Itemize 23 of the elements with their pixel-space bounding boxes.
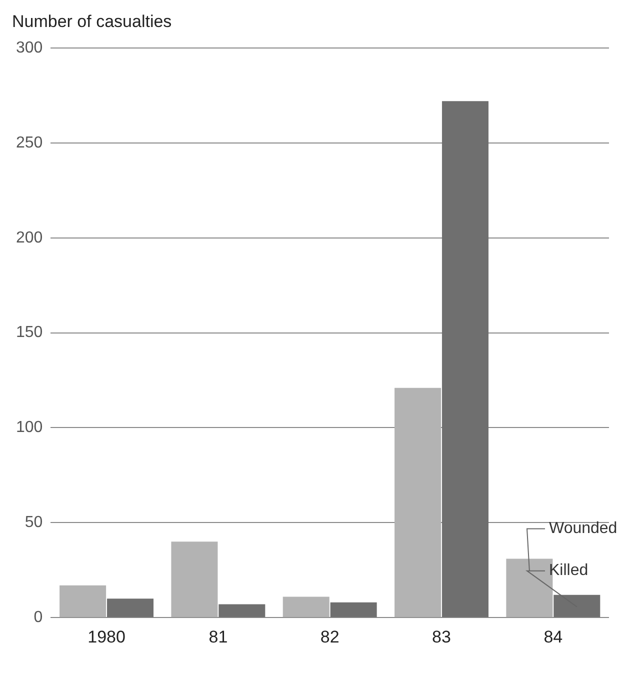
- bar: [171, 542, 218, 618]
- series-label: Wounded: [549, 520, 618, 538]
- y-tick-label: 50: [24, 514, 43, 532]
- y-tick-label: 200: [16, 229, 43, 246]
- y-tick-label: 250: [16, 134, 43, 152]
- x-tick-label: 81: [208, 627, 228, 646]
- y-tick-label: 150: [16, 324, 43, 342]
- x-tick-label: 82: [320, 627, 340, 646]
- bar: [394, 388, 442, 618]
- x-tick-label: 83: [432, 627, 451, 646]
- bar: [330, 602, 377, 618]
- bar: [442, 101, 488, 618]
- y-tick-label: 100: [16, 419, 43, 436]
- x-tick-label: 1980: [88, 627, 126, 646]
- y-axis-title: Number of casualties: [12, 12, 172, 32]
- y-tick-label: 0: [34, 609, 43, 626]
- bar: [107, 598, 154, 618]
- bar: [218, 604, 266, 618]
- x-tick-label: 84: [544, 627, 563, 646]
- series-label: Killed: [549, 562, 588, 580]
- bar: [60, 585, 106, 618]
- bar: [282, 596, 330, 618]
- y-tick-label: 300: [16, 39, 43, 56]
